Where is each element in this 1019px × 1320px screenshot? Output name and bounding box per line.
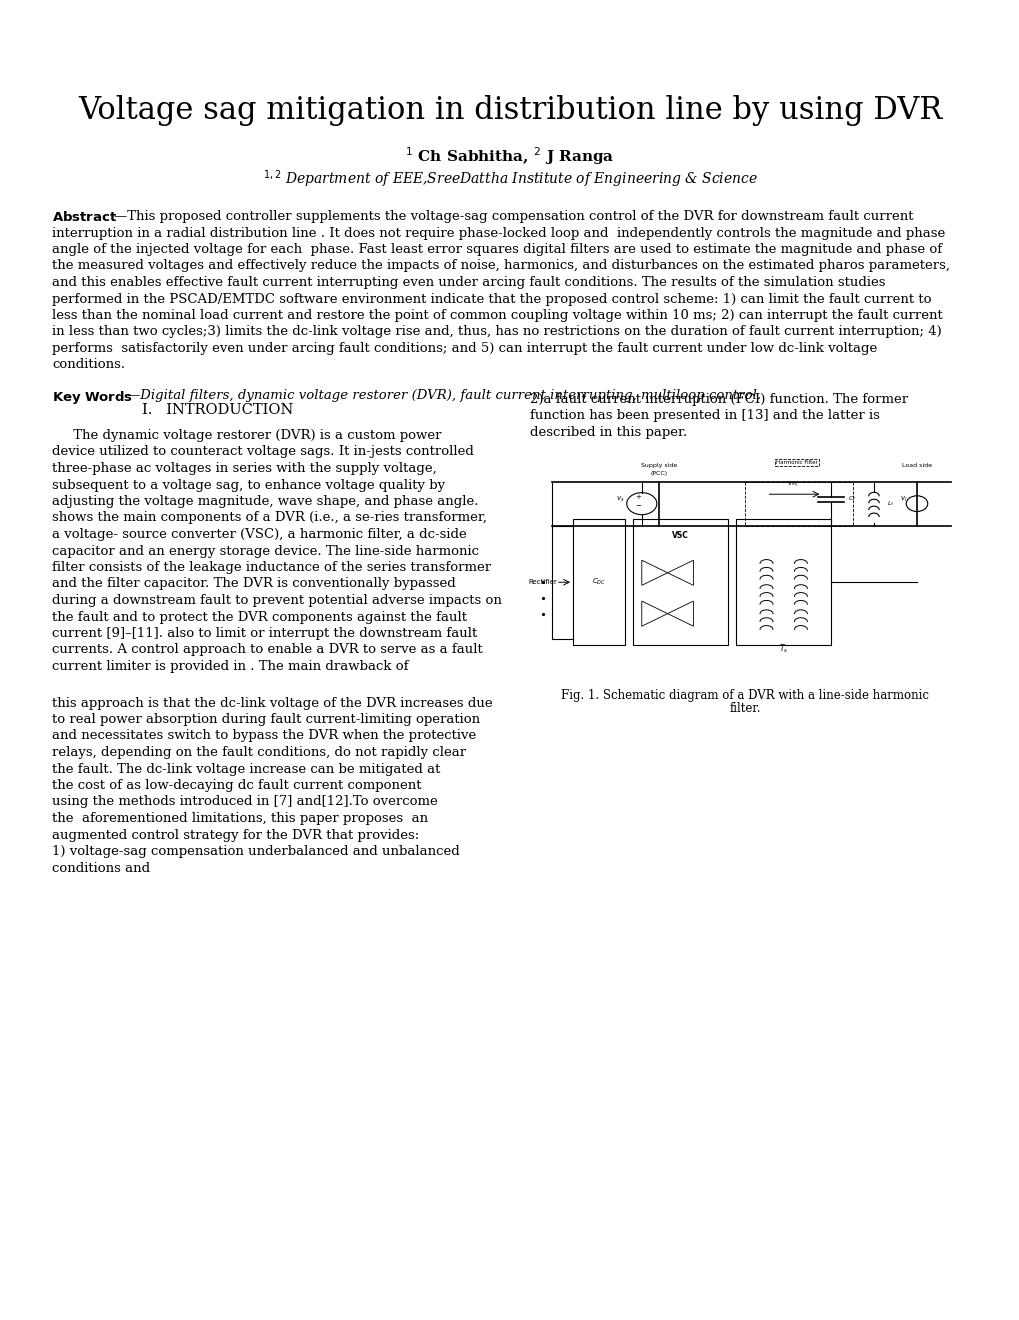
Text: interruption in a radial distribution line . It does not require phase-locked lo: interruption in a radial distribution li… <box>52 227 945 239</box>
Text: conditions and: conditions and <box>52 862 150 874</box>
Text: performed in the PSCAD/EMTDC software environment indicate that the proposed con: performed in the PSCAD/EMTDC software en… <box>52 293 930 305</box>
Text: angle of the injected voltage for each  phase. Fast least error squares digital : angle of the injected voltage for each p… <box>52 243 942 256</box>
Text: device utilized to counteract voltage sags. It in-jests controlled: device utilized to counteract voltage sa… <box>52 446 474 458</box>
Text: $^1$ Ch Sabhitha, $^2$ J Ranga: $^1$ Ch Sabhitha, $^2$ J Ranga <box>405 145 614 166</box>
Text: the measured voltages and effectively reduce the impacts of noise, harmonics, an: the measured voltages and effectively re… <box>52 260 949 272</box>
Text: —This proposed controller supplements the voltage-sag compensation control of th: —This proposed controller supplements th… <box>114 210 913 223</box>
Text: Rectifier: Rectifier <box>528 579 556 585</box>
Text: Harmonic Filter: Harmonic Filter <box>774 459 817 465</box>
Text: three-phase ac voltages in series with the supply voltage,: three-phase ac voltages in series with t… <box>52 462 436 475</box>
Text: —Digital filters, dynamic voltage restorer (DVR), fault current interrupting, mu: —Digital filters, dynamic voltage restor… <box>127 389 760 403</box>
Bar <box>573 519 624 645</box>
Text: 2)a fault current interruption (FCI) function. The former: 2)a fault current interruption (FCI) fun… <box>530 393 907 407</box>
Text: current [9]–[11]. also to limit or interrupt the downstream fault: current [9]–[11]. also to limit or inter… <box>52 627 477 640</box>
Text: in less than two cycles;3) limits the dc-link voltage rise and, thus, has no res: in less than two cycles;3) limits the dc… <box>52 326 941 338</box>
Text: $L_f$: $L_f$ <box>887 499 894 508</box>
Text: current limiter is provided in . The main drawback of: current limiter is provided in . The mai… <box>52 660 408 673</box>
Text: and this enables effective fault current interrupting even under arcing fault co: and this enables effective fault current… <box>52 276 884 289</box>
Text: $\mathit{\bf{Abstract}}$: $\mathit{\bf{Abstract}}$ <box>52 210 117 224</box>
Text: the fault. The dc-link voltage increase can be mitigated at: the fault. The dc-link voltage increase … <box>52 763 440 776</box>
Text: $T_s$: $T_s$ <box>779 643 788 655</box>
Text: $\mathit{\bf{Key\ Words}}$: $\mathit{\bf{Key\ Words}}$ <box>52 389 133 407</box>
Text: filter consists of the leakage inductance of the series transformer: filter consists of the leakage inductanc… <box>52 561 490 574</box>
Text: the cost of as low-decaying dc fault current component: the cost of as low-decaying dc fault cur… <box>52 779 421 792</box>
Bar <box>736 519 830 645</box>
Text: −: − <box>635 503 641 510</box>
Text: and the filter capacitor. The DVR is conventionally bypassed: and the filter capacitor. The DVR is con… <box>52 578 455 590</box>
Text: I.   INTRODUCTION: I. INTRODUCTION <box>142 403 293 417</box>
Text: the  aforementioned limitations, this paper proposes  an: the aforementioned limitations, this pap… <box>52 812 428 825</box>
Text: subsequent to a voltage sag, to enhance voltage quality by: subsequent to a voltage sag, to enhance … <box>52 479 444 491</box>
Text: a voltage- source converter (VSC), a harmonic filter, a dc-side: a voltage- source converter (VSC), a har… <box>52 528 467 541</box>
Text: Fig. 1. Schematic diagram of a DVR with a line-side harmonic: Fig. 1. Schematic diagram of a DVR with … <box>560 689 928 701</box>
Text: relays, depending on the fault conditions, do not rapidly clear: relays, depending on the fault condition… <box>52 746 466 759</box>
Text: $v_l$: $v_l$ <box>900 495 907 504</box>
Text: Supply side: Supply side <box>640 463 677 467</box>
Text: $^{1,2}$ Department of EEE,SreeDattha Institute of Engineering & Science: $^{1,2}$ Department of EEE,SreeDattha In… <box>262 168 757 190</box>
Text: shows the main components of a DVR (i.e., a se-ries transformer,: shows the main components of a DVR (i.e.… <box>52 511 486 524</box>
Text: capacitor and an energy storage device. The line-side harmonic: capacitor and an energy storage device. … <box>52 544 479 557</box>
Text: VSC: VSC <box>672 531 688 540</box>
Text: $C_{DC}$: $C_{DC}$ <box>591 577 605 587</box>
Text: less than the nominal load current and restore the point of common coupling volt: less than the nominal load current and r… <box>52 309 942 322</box>
Text: described in this paper.: described in this paper. <box>530 426 687 440</box>
Text: currents. A control approach to enable a DVR to serve as a fault: currents. A control approach to enable a… <box>52 644 482 656</box>
Text: 1) voltage-sag compensation underbalanced and unbalanced: 1) voltage-sag compensation underbalance… <box>52 845 460 858</box>
Text: function has been presented in [13] and the latter is: function has been presented in [13] and … <box>530 409 879 422</box>
Text: Voltage sag mitigation in distribution line by using DVR: Voltage sag mitigation in distribution l… <box>77 95 942 125</box>
Text: filter.: filter. <box>729 702 760 715</box>
Text: +: + <box>635 494 641 500</box>
Text: the fault and to protect the DVR components against the fault: the fault and to protect the DVR compone… <box>52 610 467 623</box>
Text: $v_s$: $v_s$ <box>615 495 624 504</box>
Text: adjusting the voltage magnitude, wave shape, and phase angle.: adjusting the voltage magnitude, wave sh… <box>52 495 478 508</box>
Text: augmented control strategy for the DVR that provides:: augmented control strategy for the DVR t… <box>52 829 419 842</box>
Text: (PCC): (PCC) <box>650 471 666 475</box>
Text: $V_{inj}$: $V_{inj}$ <box>786 480 797 490</box>
Text: Load side: Load side <box>901 463 931 467</box>
Bar <box>633 519 728 645</box>
Text: The dynamic voltage restorer (DVR) is a custom power: The dynamic voltage restorer (DVR) is a … <box>52 429 441 442</box>
Text: performs  satisfactorily even under arcing fault conditions; and 5) can interrup: performs satisfactorily even under arcin… <box>52 342 876 355</box>
Text: $C_f$: $C_f$ <box>848 495 856 503</box>
Text: using the methods introduced in [7] and[12].To overcome: using the methods introduced in [7] and[… <box>52 796 437 808</box>
Text: during a downstream fault to prevent potential adverse impacts on: during a downstream fault to prevent pot… <box>52 594 501 607</box>
Text: and necessitates switch to bypass the DVR when the protective: and necessitates switch to bypass the DV… <box>52 730 476 742</box>
Text: conditions.: conditions. <box>52 359 125 371</box>
Text: to real power absorption during fault current-limiting operation: to real power absorption during fault cu… <box>52 713 480 726</box>
Text: this approach is that the dc-link voltage of the DVR increases due: this approach is that the dc-link voltag… <box>52 697 492 710</box>
